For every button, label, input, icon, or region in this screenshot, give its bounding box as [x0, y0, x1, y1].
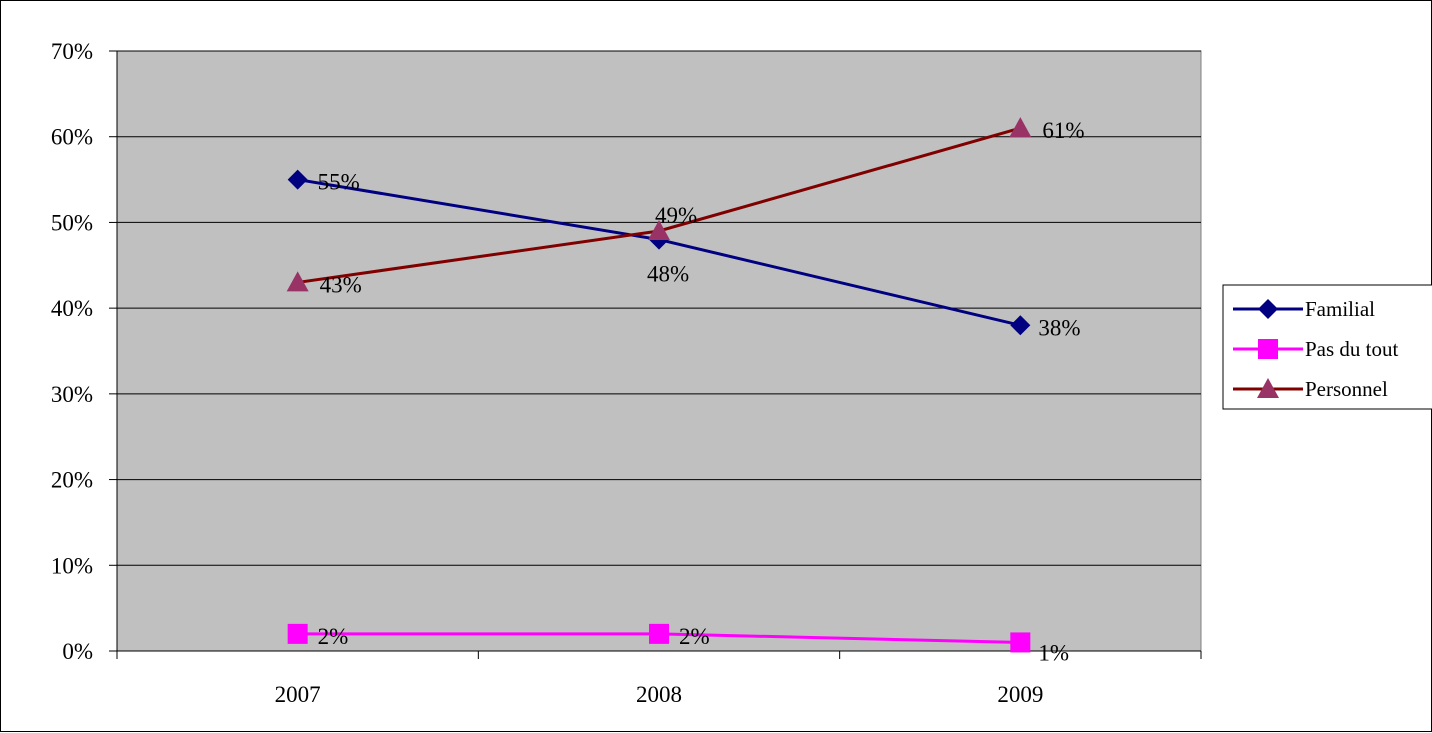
y-tick-label: 20% — [51, 468, 93, 493]
y-tick-label: 30% — [51, 382, 93, 407]
legend-marker-pas-du-tout — [1258, 339, 1278, 359]
data-label-personnel: 49% — [655, 203, 697, 228]
data-point-familial — [287, 169, 308, 190]
legend-label-familial: Familial — [1305, 297, 1375, 321]
legend-label-pas-du-tout: Pas du tout — [1305, 337, 1399, 361]
data-label-pas-du-tout: 2% — [679, 624, 710, 649]
legend: Familial Pas du tout Personnel — [1222, 284, 1432, 410]
x-tick-label: 2008 — [636, 682, 682, 707]
series-layer — [286, 117, 1032, 653]
data-point-personnel — [286, 271, 309, 292]
y-tick-label: 50% — [51, 210, 93, 235]
data-label-pas-du-tout: 2% — [318, 624, 349, 649]
data-point-pas-du-tout — [649, 623, 669, 644]
y-tick-label: 40% — [51, 296, 93, 321]
data-label-familial: 48% — [647, 262, 689, 287]
data-label-personnel: 61% — [1042, 118, 1084, 143]
y-tick-label: 70% — [51, 39, 93, 64]
data-point-familial — [1010, 315, 1031, 336]
plot-area — [116, 50, 1202, 652]
data-label-personnel: 43% — [320, 272, 362, 297]
legend-marker-familial — [1258, 299, 1278, 319]
y-tick-label: 0% — [62, 639, 93, 664]
legend-label-personnel: Personnel — [1305, 377, 1388, 401]
data-label-pas-du-tout: 1% — [1038, 640, 1069, 665]
x-tick-label: 2007 — [275, 682, 321, 707]
data-point-pas-du-tout — [1010, 632, 1031, 653]
data-label-familial: 55% — [318, 170, 360, 195]
y-tick-label: 10% — [51, 553, 93, 578]
data-point-pas-du-tout — [287, 623, 308, 644]
legend-marker-personnel — [1257, 378, 1279, 398]
data-point-personnel — [1009, 117, 1032, 138]
data-point-personnel — [648, 220, 670, 240]
x-tick-label: 2009 — [997, 682, 1043, 707]
data-label-familial: 38% — [1038, 315, 1080, 340]
data-labels: 55% 48% 38% 2% 2% 1% 43% 49% 61% — [318, 118, 1085, 665]
y-tick-label: 60% — [51, 125, 93, 150]
